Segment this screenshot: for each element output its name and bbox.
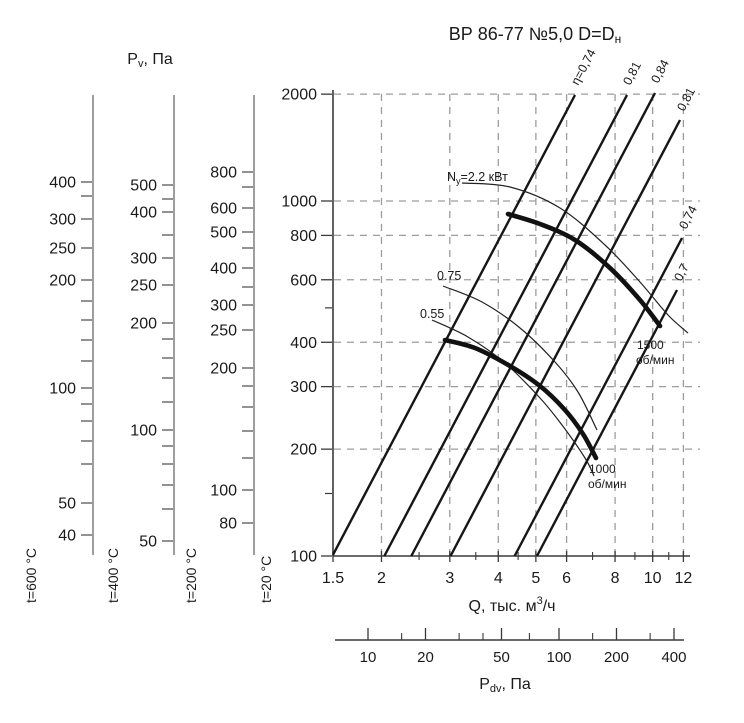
- q-axis-title: Q, тыс. м3/ч: [469, 595, 556, 615]
- scale-tick-label: 200: [49, 273, 76, 290]
- y-tick-label: 400: [290, 335, 317, 352]
- efficiency-line: [410, 92, 657, 557]
- chart-title: ВР 86-77 №5,0 D=Dн: [449, 24, 622, 46]
- efficiency-line: [383, 94, 629, 557]
- scale-tick-label: 40: [58, 528, 76, 545]
- scale-tick-label: 400: [210, 261, 237, 278]
- pv-axis-title: Pv, Па: [127, 51, 173, 70]
- pdv-tick-label: 10: [360, 649, 377, 666]
- rpm-label-value: 1500: [637, 338, 664, 352]
- scale-tick-label: 300: [49, 212, 76, 229]
- gridlines: [334, 93, 700, 556]
- efficiency-line: [449, 119, 682, 557]
- main-axes: [332, 90, 690, 557]
- y-tick-label: 1000: [281, 194, 317, 211]
- pdv-tick-label: 50: [493, 649, 510, 666]
- scale-tick-label: 400: [49, 175, 76, 192]
- scale-tick-label: 500: [130, 178, 157, 195]
- scale-tick-label: 500: [210, 225, 237, 242]
- y-tick-label: 2000: [281, 87, 317, 104]
- scale-tick-label: 250: [210, 323, 237, 340]
- scale-tick-label: 300: [130, 251, 157, 268]
- rpm-label-unit: об/мин: [636, 353, 674, 367]
- titles: ВР 86-77 №5,0 D=Dн Pv, Па Q, тыс. м3/ч Pdv,…: [127, 24, 621, 695]
- x-tick-label: 1.5: [322, 570, 344, 587]
- temp-label: t=600 °C: [23, 548, 39, 603]
- efficiency-label: 0,81: [674, 85, 698, 113]
- x-tick-label: 10: [644, 570, 662, 587]
- efficiency-lines: η=0,74 0,81 0,840,810,740,7: [331, 47, 700, 557]
- power-curve-label: 0.75: [437, 269, 461, 283]
- scale-tick-label: 100: [130, 423, 157, 440]
- scale-tick-label: 800: [210, 165, 237, 182]
- pdv-tick-label: 400: [661, 649, 686, 666]
- efficiency-line: [331, 94, 577, 556]
- y-tick-label: 800: [290, 228, 317, 245]
- scale-tick-label: 50: [58, 496, 76, 513]
- rpm-label-unit: об/мин: [588, 477, 626, 491]
- x-tick-label: 5: [531, 570, 540, 587]
- x-tick-label: 2: [377, 570, 386, 587]
- y-tick-label: 300: [290, 379, 317, 396]
- efficiency-label: 0,81: [620, 59, 644, 87]
- power-curve: [442, 285, 598, 431]
- pdv-tick-label: 200: [604, 649, 629, 666]
- scale-tick-label: 100: [210, 483, 237, 500]
- scale-tick-label: 250: [130, 278, 157, 295]
- scale-tick-label: 100: [49, 381, 76, 398]
- temp-label: t=400 °C: [105, 548, 121, 603]
- x-tick-label: 12: [675, 570, 693, 587]
- scale-tick-label: 600: [210, 201, 237, 218]
- pdv-axis: 10 20 50 100 200 400: [335, 628, 687, 666]
- scale-tick-label: 200: [130, 316, 157, 333]
- scale-tick-label: 300: [210, 298, 237, 315]
- pdv-axis-title: Pdv, Па: [479, 676, 531, 695]
- efficiency-label: 0,74: [676, 203, 700, 231]
- power-curve-label: Nу=2.2 кВт: [447, 170, 508, 186]
- power-curve: [431, 319, 595, 477]
- scale-tick-label: 250: [49, 241, 76, 258]
- y-tick-label: 600: [290, 272, 317, 289]
- x-tick-label: 6: [562, 570, 571, 587]
- power-curves: Nу=2.2 кВт 0.75 0.55: [420, 170, 689, 477]
- y-tick-label: 100: [290, 549, 317, 566]
- temp-label-main: t=20 °C: [258, 556, 274, 603]
- y-tick-label: 200: [290, 442, 317, 459]
- left-scale-400: 500 400 300 250 200 100 50 t=400 °C: [105, 95, 175, 603]
- rpm-curve: [442, 337, 599, 461]
- power-curve: [461, 182, 689, 334]
- left-scale-600: 400 300 250 200 100 50 40 t=600 °C: [23, 95, 94, 603]
- x-tick-label: 4: [494, 570, 503, 587]
- y-axis-ticks: 100 200 300 400 600 800 1000 2000 t=20 °C: [258, 87, 332, 603]
- scale-tick-label: 80: [219, 516, 237, 533]
- left-scale-200: 800 600 500 400 300 250 200 100 80 t=200 °C: [183, 95, 255, 603]
- x-tick-label: 8: [611, 570, 620, 587]
- temp-label: t=200 °C: [183, 548, 199, 603]
- efficiency-line: [535, 289, 679, 557]
- scale-tick-label: 200: [210, 361, 237, 378]
- power-curve-label: 0.55: [420, 307, 444, 321]
- x-axis-ticks: 1.5 2 3 4 5 6 8 10 12: [322, 551, 693, 587]
- efficiency-label: 0,84: [648, 57, 672, 85]
- rpm-label-value: 1000: [589, 462, 616, 476]
- pdv-tick-label: 100: [546, 649, 571, 666]
- efficiency-label: η=0,74: [568, 47, 598, 88]
- rpm-curve: [505, 211, 663, 329]
- x-tick-label: 3: [445, 570, 454, 587]
- pdv-tick-label: 20: [417, 649, 434, 666]
- scale-tick-label: 50: [139, 534, 157, 551]
- efficiency-line: [513, 237, 684, 557]
- scale-tick-label: 400: [130, 205, 157, 222]
